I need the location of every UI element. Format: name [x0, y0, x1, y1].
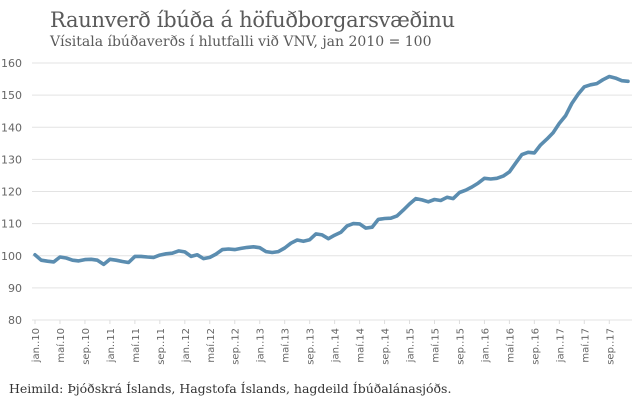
x-tick-label: sep..15 — [455, 328, 466, 365]
y-tick-label: 130 — [1, 153, 22, 166]
x-tick-label: sep..14 — [381, 328, 392, 365]
x-tick-label: jan..16 — [480, 328, 491, 363]
x-tick-label: maí.11 — [130, 328, 142, 363]
x-tick-label: maí.16 — [504, 328, 516, 363]
x-tick-label: jan..13 — [256, 328, 267, 363]
x-axis: jan..10 maí.10 sep..10 jan..11 maí.11 sep..11… — [31, 320, 616, 365]
x-tick-label: jan..10 — [31, 328, 42, 363]
y-tick-label: 150 — [1, 89, 22, 102]
x-tick-label: jan..17 — [555, 328, 566, 363]
x-tick-label: maí.17 — [579, 328, 591, 363]
x-tick-label: maí.14 — [355, 328, 367, 363]
x-tick-label: jan..15 — [406, 328, 417, 363]
y-tick-label: 90 — [8, 282, 22, 295]
x-tick-label: jan..11 — [106, 328, 117, 363]
y-tick-label: 80 — [8, 314, 22, 327]
y-tick-label: 100 — [1, 250, 22, 263]
y-tick-label: 120 — [1, 186, 22, 199]
chart-title: Raunverð íbúða á höfuðborgarsvæðinu — [50, 8, 455, 32]
source-note: Heimild: Þjóðskrá Íslands, Hagstofa Ísla… — [9, 381, 452, 396]
x-tick-label: maí.12 — [205, 328, 217, 363]
x-tick-label: sep..12 — [231, 328, 242, 365]
x-tick-label: sep..17 — [605, 328, 616, 365]
x-tick-label: jan..12 — [181, 328, 192, 363]
x-tick-label: sep..11 — [156, 328, 167, 365]
y-tick-label: 140 — [1, 121, 22, 134]
series-line — [33, 74, 630, 267]
x-tick-label: jan..14 — [331, 328, 342, 363]
x-tick-label: maí.10 — [55, 328, 67, 363]
gridlines — [32, 62, 632, 321]
x-tick-label: sep..10 — [81, 328, 92, 365]
x-tick-label: sep..13 — [306, 328, 317, 365]
y-tick-label: 160 — [1, 57, 22, 70]
y-axis: 80 90 100 110 120 130 140 150 160 — [1, 57, 22, 327]
chart-subtitle: Vísitala íbúðaverðs í hlutfalli við VNV,… — [50, 34, 432, 50]
x-tick-label: maí.15 — [429, 328, 441, 363]
x-tick-label: sep..16 — [530, 328, 541, 365]
x-tick-label: maí.13 — [280, 328, 292, 363]
y-tick-label: 110 — [1, 218, 22, 231]
